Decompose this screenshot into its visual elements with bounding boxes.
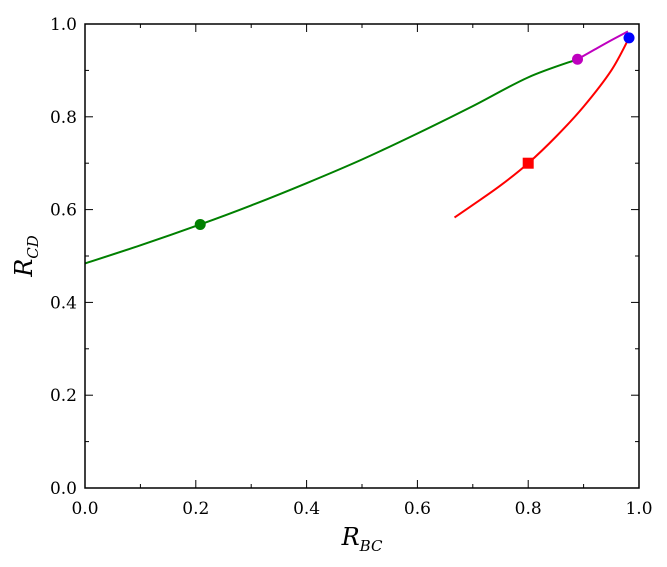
y-tick-label: 0.8 bbox=[50, 108, 77, 128]
y-tick-label: 0.4 bbox=[50, 293, 77, 313]
tick-layer bbox=[84, 23, 640, 489]
x-tick-label: 0.0 bbox=[71, 499, 98, 519]
x-tick-label: 0.8 bbox=[515, 499, 542, 519]
x-tick-label: 0.4 bbox=[293, 499, 320, 519]
x-axis-label: RBC bbox=[341, 523, 383, 555]
plot-frame bbox=[84, 23, 640, 489]
series-line-0 bbox=[84, 58, 578, 265]
data-marker-circle bbox=[572, 53, 584, 65]
y-axis-label: RCD bbox=[10, 235, 42, 278]
y-tick-label: 0.0 bbox=[50, 479, 77, 499]
y-tick-label: 0.2 bbox=[50, 386, 77, 406]
data-marker-square bbox=[522, 157, 534, 169]
series-line-1 bbox=[577, 30, 629, 61]
series-layer bbox=[84, 30, 630, 265]
x-tick-label: 0.6 bbox=[404, 499, 431, 519]
data-marker-circle bbox=[194, 218, 206, 230]
series-line-2 bbox=[453, 37, 630, 219]
x-tick-label: 1.0 bbox=[625, 499, 652, 519]
x-tick-label: 0.2 bbox=[182, 499, 209, 519]
y-tick-label: 0.6 bbox=[50, 201, 77, 221]
data-marker-circle bbox=[623, 32, 635, 44]
tick-label-layer: 0.0 0.2 0.4 0.6 0.8 1.0 0.0 0.2 0.4 0.6 0.8 1.0 bbox=[50, 15, 653, 519]
marker-layer bbox=[194, 32, 635, 230]
y-tick-label: 1.0 bbox=[50, 15, 77, 35]
